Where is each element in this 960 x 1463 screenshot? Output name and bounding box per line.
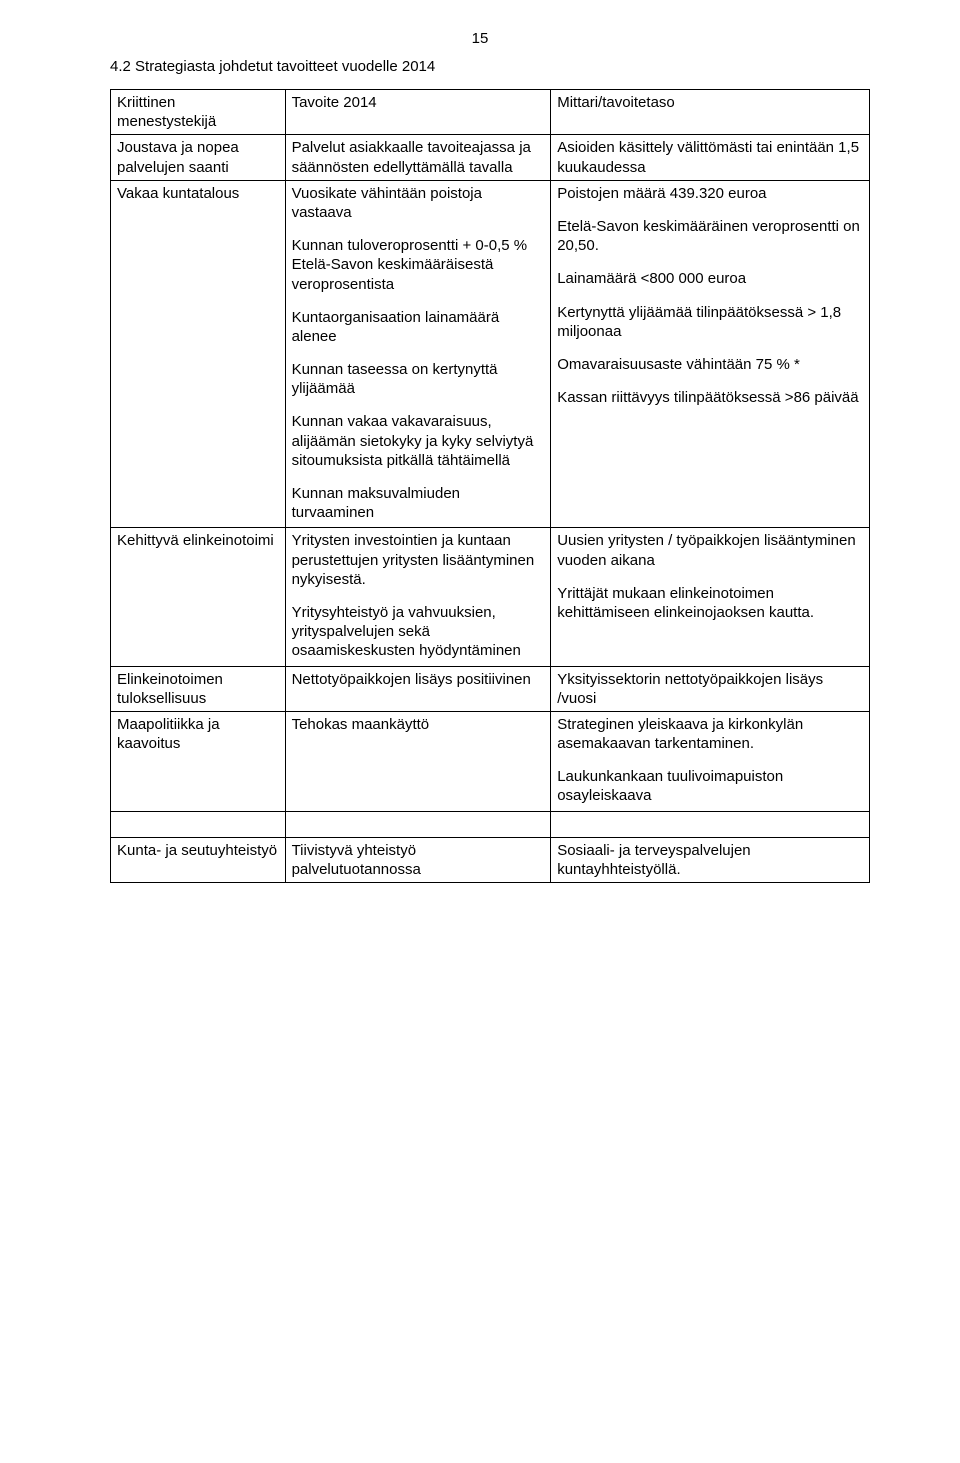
strategy-table: Kriittinen menestystekijäTavoite 2014Mit… [110,89,870,883]
table-cell: Yritysten investointien ja kuntaan perus… [285,528,551,666]
table-cell: Yksityissektorin nettotyöpaikkojen lisäy… [551,666,870,711]
table-cell [111,811,286,837]
table-header-row: Kriittinen menestystekijäTavoite 2014Mit… [111,90,870,135]
table-cell: Tehokas maankäyttö [285,711,551,811]
table-cell: Kehittyvä elinkeinotoimi [111,528,286,666]
table-row: Joustava ja nopea palvelujen saantiPalve… [111,135,870,180]
cell-paragraph: Lainamäärä <800 000 euroa [557,269,863,288]
table-cell: Kunta- ja seutuyhteistyö [111,837,286,882]
table-cell: Maapolitiikka ja kaavoitus [111,711,286,811]
table-row: Elinkeinotoimen tuloksellisuusNettotyöpa… [111,666,870,711]
cell-paragraph: Yritysyhteistyö ja vahvuuksien, yrityspa… [292,603,545,661]
table-cell: Sosiaali- ja terveyspalvelujen kuntayhht… [551,837,870,882]
table-cell: Tiivistyvä yhteistyö palvelutuotannossa [285,837,551,882]
cell-paragraph: Laukunkankaan tuulivoimapuiston osayleis… [557,767,863,805]
cell-paragraph: Kunnan vakaa vakavaraisuus, alijäämän si… [292,412,545,470]
table-row: Vakaa kuntatalousVuosikate vähintään poi… [111,180,870,528]
cell-paragraph: Kertynyttä ylijäämää tilinpäätöksessä > … [557,303,863,341]
table-cell: Poistojen määrä 439.320 euroa Etelä-Savon… [551,180,870,528]
table-row: Kehittyvä elinkeinotoimiYritysten invest… [111,528,870,666]
table-cell: Uusien yritysten / työpaikkojen lisäänty… [551,528,870,666]
cell-paragraph: Etelä-Savon keskimääräinen veroprosentti… [557,217,863,255]
table-cell: Vakaa kuntatalous [111,180,286,528]
table-cell: Nettotyöpaikkojen lisäys positiivinen [285,666,551,711]
table-header-cell: Mittari/tavoitetaso [551,90,870,135]
table-cell: Asioiden käsittely välittömästi tai enin… [551,135,870,180]
cell-paragraph: Uusien yritysten / työpaikkojen lisäänty… [557,531,863,569]
cell-paragraph: Kassan riittävyys tilinpäätöksessä >86 p… [557,388,863,407]
table-row: Maapolitiikka ja kaavoitusTehokas maankä… [111,711,870,811]
table-cell: Elinkeinotoimen tuloksellisuus [111,666,286,711]
table-cell: Joustava ja nopea palvelujen saanti [111,135,286,180]
table-cell: Strateginen yleiskaava ja kirkonkylän as… [551,711,870,811]
table-cell: Vuosikate vähintään poistoja vastaava Kun… [285,180,551,528]
cell-paragraph: Poistojen määrä 439.320 euroa [557,184,863,203]
cell-paragraph: Omavaraisuusaste vähintään 75 % * [557,355,863,374]
page: 15 4.2 Strategiasta johdetut tavoitteet … [0,0,960,1463]
table-spacer-row [111,811,870,837]
cell-paragraph: Strateginen yleiskaava ja kirkonkylän as… [557,715,863,753]
cell-paragraph: Kunnan maksuvalmiuden turvaaminen [292,484,545,522]
cell-paragraph: Kunnan tuloveroprosentti + 0-0,5 % Etelä… [292,236,545,294]
cell-paragraph: Vuosikate vähintään poistoja vastaava [292,184,545,222]
page-number: 15 [472,30,489,47]
table-header-cell: Tavoite 2014 [285,90,551,135]
cell-paragraph: Yrittäjät mukaan elinkeinotoimen kehittä… [557,584,863,622]
cell-paragraph: Kunnan taseessa on kertynyttä ylijäämää [292,360,545,398]
cell-paragraph: Yritysten investointien ja kuntaan perus… [292,531,545,589]
section-heading: 4.2 Strategiasta johdetut tavoitteet vuo… [110,58,870,75]
table-row: Kunta- ja seutuyhteistyöTiivistyvä yhtei… [111,837,870,882]
table-header-cell: Kriittinen menestystekijä [111,90,286,135]
table-cell [551,811,870,837]
cell-paragraph: Kuntaorganisaation lainamäärä alenee [292,308,545,346]
table-cell: Palvelut asiakkaalle tavoiteajassa ja sä… [285,135,551,180]
table-cell [285,811,551,837]
